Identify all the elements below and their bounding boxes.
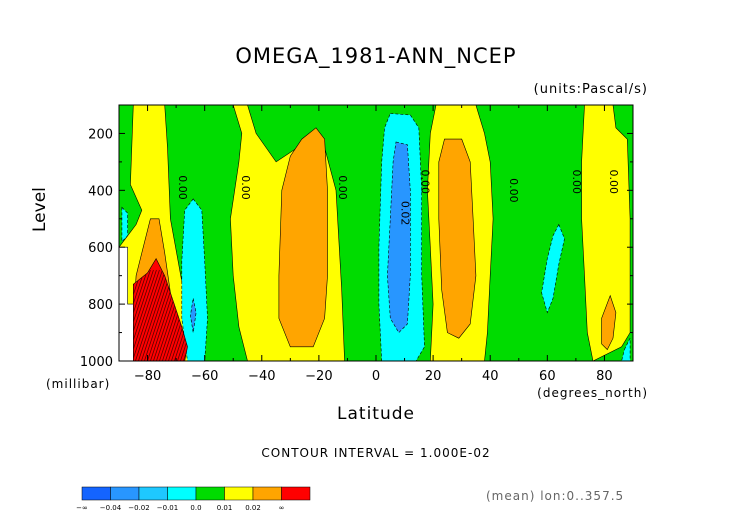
colorbar-swatch xyxy=(195,486,225,501)
y-tick-label: 800 xyxy=(88,298,113,313)
x-tick-label: 60 xyxy=(539,369,556,384)
contour-interval-text: CONTOUR INTERVAL = 1.000E-02 xyxy=(261,446,491,460)
contour-label: 0.02 xyxy=(399,201,412,226)
contour-label: 0.00 xyxy=(570,170,583,195)
colorbar-swatch xyxy=(224,486,254,501)
y-tick-label: 200 xyxy=(88,127,113,142)
blue-eq-region xyxy=(387,141,411,334)
colorbar-swatch xyxy=(110,486,140,501)
x-tick-label: −60 xyxy=(191,369,218,384)
colorbar-label: 0.02 xyxy=(245,504,261,512)
orange-nh-high-region xyxy=(601,294,617,351)
contour-label: 0.00 xyxy=(176,175,189,200)
orange-nh-low-region xyxy=(438,138,477,339)
contour-label: 0.00 xyxy=(239,175,252,200)
contour-label: 0.00 xyxy=(336,175,349,200)
blue-sh-sliver-region xyxy=(190,298,197,333)
colorbar-label: ∞ xyxy=(279,504,285,512)
colorbar-label: 0.01 xyxy=(217,504,233,512)
colorbar: −∞ −0.04 −0.02 −0.01 0.0 0.01 0.02 ∞ xyxy=(76,486,311,512)
cyan-sh-small-region xyxy=(121,206,128,243)
x-axis-unit: (degrees_north) xyxy=(537,386,648,400)
x-tick-label: −20 xyxy=(305,369,332,384)
x-tick-label: −40 xyxy=(248,369,275,384)
colorbar-swatch xyxy=(281,486,311,501)
x-tick-label: 80 xyxy=(596,369,613,384)
yellow-band-nh-high-region xyxy=(581,105,631,361)
colorbar-swatch xyxy=(252,486,282,501)
cyan-sh-region xyxy=(181,198,208,361)
orange-sh-mid-region xyxy=(278,127,328,348)
x-tick-label: 20 xyxy=(425,369,442,384)
x-axis-label: Latitude xyxy=(337,404,415,424)
colorbar-label: 0.0 xyxy=(190,504,201,512)
x-tick-label: 0 xyxy=(372,369,380,384)
colorbar-label: −0.04 xyxy=(100,504,122,512)
x-tick-label: −80 xyxy=(134,369,161,384)
contour-label: 0.00 xyxy=(607,170,620,195)
mean-longitude-text: (mean) lon:0..357.5 xyxy=(486,489,625,503)
cyan-nh-region xyxy=(541,223,565,314)
plot-fill-layer: 0.00 0.00 0.00 0.00 0.00 0.00 0.00 0.02 xyxy=(119,105,633,361)
colorbar-swatch xyxy=(167,486,197,501)
cyan-nh-corner-region xyxy=(621,338,631,361)
colorbar-label: −0.02 xyxy=(128,504,149,512)
contour-label: 0.00 xyxy=(507,178,520,203)
colorbar-swatch xyxy=(138,486,168,501)
units-label: (units:Pascal/s) xyxy=(533,82,648,97)
colorbar-swatch xyxy=(81,486,111,501)
y-tick-label: 400 xyxy=(88,184,113,199)
y-axis-unit: (millibar) xyxy=(46,377,111,391)
colorbar-label: −0.01 xyxy=(157,504,178,512)
plot-frame-layer: 200 400 600 800 1000 −80 −60 −40 −20 0 20 40 60 80 xyxy=(80,104,634,384)
y-tick-label: 1000 xyxy=(80,355,113,370)
y-tick-label: 600 xyxy=(88,241,113,256)
contour-label: 0.00 xyxy=(419,170,432,195)
x-tick-label: 40 xyxy=(482,369,499,384)
colorbar-label: −∞ xyxy=(76,504,88,512)
chart-title: OMEGA_1981-ANN_NCEP xyxy=(235,44,517,68)
